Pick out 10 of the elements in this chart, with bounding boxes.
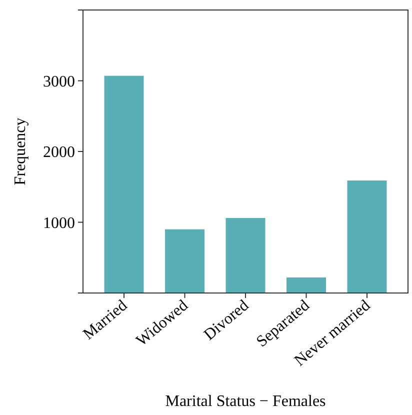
y-tick-label: 1000: [43, 214, 75, 232]
y-tick-label: 2000: [43, 144, 75, 162]
y-axis-title: Frequency: [12, 118, 29, 186]
bar: [286, 277, 326, 293]
x-axis-title: Marital Status − Females: [165, 393, 326, 410]
y-tick-label: 3000: [43, 73, 75, 90]
bar: [165, 229, 204, 293]
bar: [226, 218, 266, 293]
bar: [104, 76, 144, 293]
bar: [347, 180, 387, 293]
